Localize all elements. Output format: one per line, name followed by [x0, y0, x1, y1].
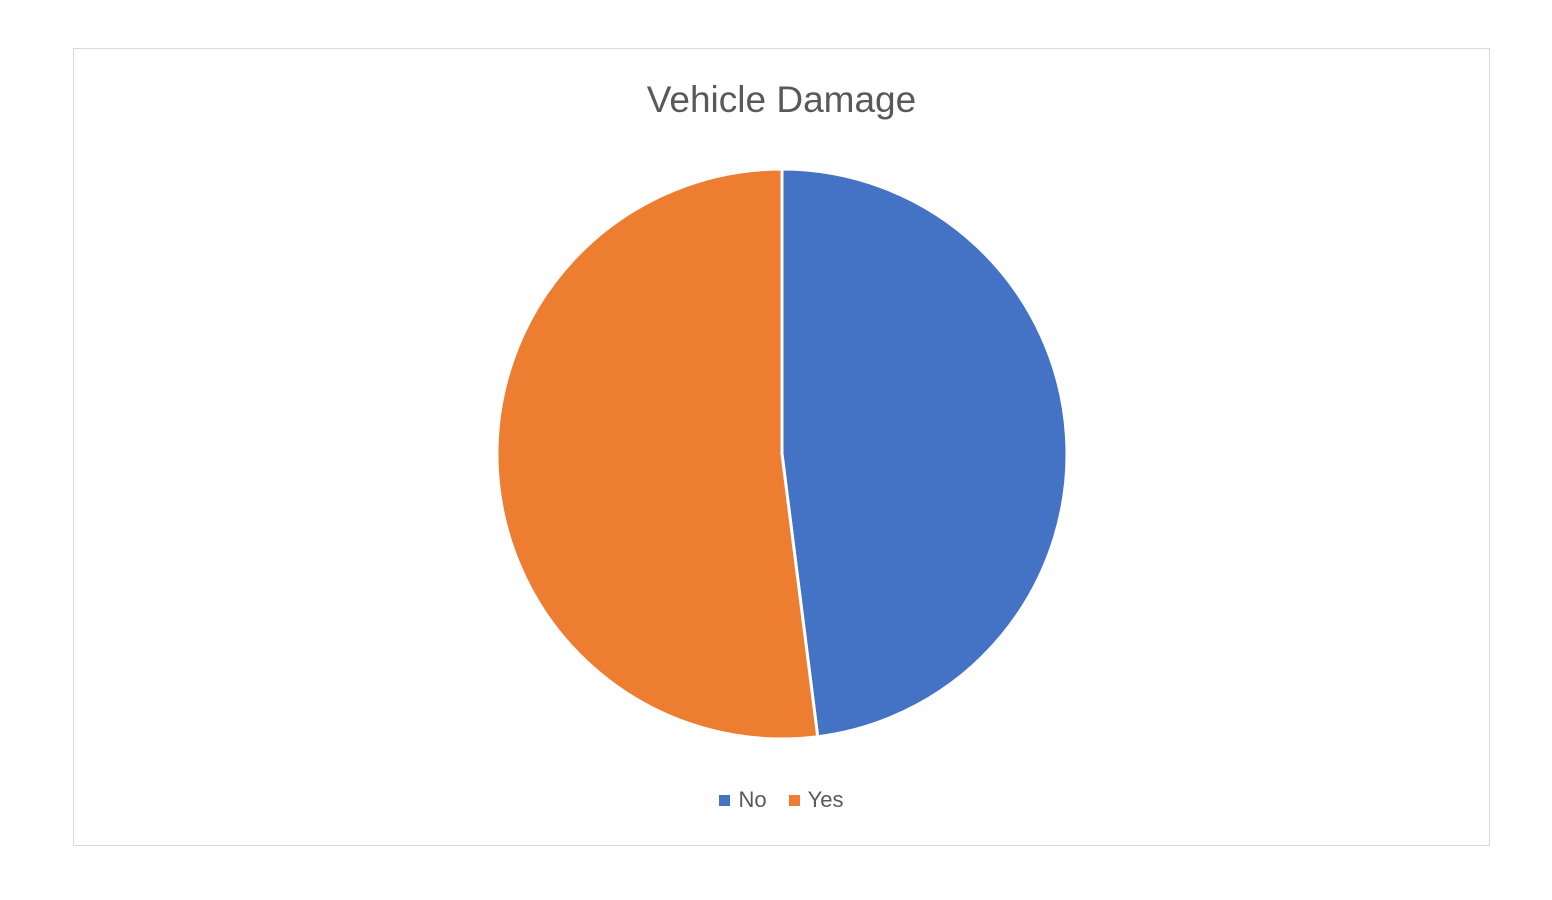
legend-swatch-yes	[788, 794, 800, 806]
legend-label-no: No	[738, 787, 767, 812]
legend-label-yes: Yes	[807, 787, 844, 812]
pie-slice-yes	[495, 167, 820, 741]
pie-slice-no	[780, 167, 1069, 739]
chart-area: Vehicle Damage No Yes	[73, 48, 1490, 846]
legend-item-yes: Yes	[788, 787, 844, 813]
pie-plot	[495, 167, 1069, 741]
legend-swatch-no	[719, 794, 731, 806]
legend-item-no: No	[719, 787, 767, 813]
chart-title: Vehicle Damage	[646, 79, 917, 120]
legend: No Yes	[74, 787, 1489, 813]
